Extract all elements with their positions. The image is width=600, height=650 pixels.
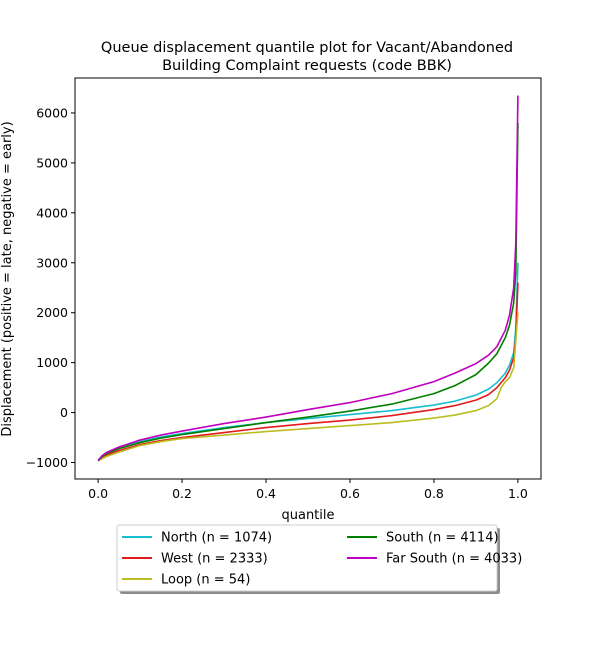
y-tick-label: 0 [60, 405, 68, 420]
y-axis-label: Displacement (positive = late, negative … [0, 121, 15, 436]
legend-label-3: South (n = 4114) [386, 531, 499, 546]
legend-label-1: West (n = 2333) [161, 552, 268, 567]
series-line-1 [97, 282, 519, 462]
x-axis: 0.0 0.2 0.4 0.6 0.8 1.0 [88, 479, 528, 501]
x-tick-label: 0.4 [256, 486, 276, 501]
x-tick-label: 0.2 [172, 486, 192, 501]
plot-series [97, 95, 519, 462]
plot-frame [74, 77, 542, 480]
legend: North (n = 1074) West (n = 2333) Loop (n =… [116, 524, 522, 594]
legend-label-0: North (n = 1074) [161, 531, 272, 546]
series-line-3 [97, 122, 519, 462]
x-tick-label: 0.0 [88, 486, 108, 501]
series-line-4 [97, 95, 519, 462]
legend-label-2: Loop (n = 54) [161, 573, 250, 588]
legend-items: North (n = 1074) West (n = 2333) Loop (n =… [122, 531, 522, 588]
legend-label-4: Far South (n = 4033) [386, 552, 522, 567]
y-tick-label: 6000 [36, 105, 68, 120]
y-tick-label: 4000 [36, 205, 68, 220]
y-axis: −1000 0 1000 2000 3000 4000 5000 6000 [26, 105, 75, 470]
x-tick-label: 0.6 [340, 486, 360, 501]
y-tick-label: −1000 [26, 455, 68, 470]
x-tick-label: 0.8 [424, 486, 444, 501]
y-tick-label: 3000 [36, 255, 68, 270]
x-axis-label: quantile [281, 508, 334, 523]
y-tick-label: 5000 [36, 155, 68, 170]
y-tick-label: 1000 [36, 355, 68, 370]
series-line-2 [99, 312, 519, 461]
y-tick-label: 2000 [36, 305, 68, 320]
legend-box [116, 524, 498, 592]
chart-title-line1: Queue displacement quantile plot for Vac… [101, 40, 513, 56]
x-tick-label: 1.0 [508, 486, 528, 501]
chart-title-line2: Building Complaint requests (code BBK) [162, 58, 452, 74]
